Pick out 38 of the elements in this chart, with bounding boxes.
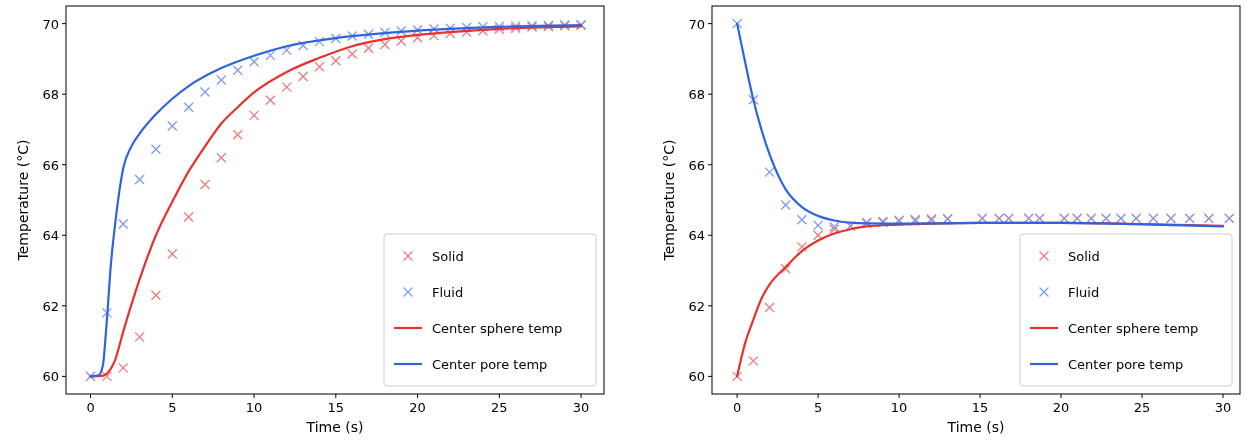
y-tick-label: 66 xyxy=(42,157,59,173)
y-axis-title: Temperature (°C) xyxy=(661,139,677,262)
legend-label: Solid xyxy=(1068,249,1100,264)
y-tick-label: 66 xyxy=(688,157,705,173)
x-tick-label: 25 xyxy=(491,400,508,415)
y-tick-label: 64 xyxy=(42,228,59,244)
legend-label: Solid xyxy=(432,249,464,264)
legend-label: Center sphere temp xyxy=(1068,321,1199,336)
legend-label: Center pore temp xyxy=(1068,357,1184,372)
x-tick-label: 0 xyxy=(732,400,742,415)
x-tick-label: 5 xyxy=(813,400,823,415)
y-tick-label: 68 xyxy=(688,87,705,103)
x-axis-title: Time (s) xyxy=(305,419,364,435)
x-axis-title: Time (s) xyxy=(946,419,1005,435)
y-tick-label: 62 xyxy=(688,298,705,314)
y-tick-label: 70 xyxy=(42,16,59,32)
y-tick-label: 68 xyxy=(42,87,59,103)
x-tick-label: 15 xyxy=(971,400,989,415)
legend-label: Center pore temp xyxy=(432,357,548,372)
x-tick-label: 10 xyxy=(245,400,263,415)
y-tick-label: 60 xyxy=(688,369,705,385)
legend-label: Center sphere temp xyxy=(432,321,563,336)
y-axis-title: Temperature (°C) xyxy=(15,139,31,262)
x-tick-label: 15 xyxy=(327,400,345,415)
x-tick-label: 0 xyxy=(86,400,95,415)
legend-label: Fluid xyxy=(432,285,464,300)
y-tick-label: 70 xyxy=(688,16,705,32)
y-tick-label: 60 xyxy=(42,369,59,385)
legend-label: Fluid xyxy=(1068,285,1100,300)
x-tick-label: 25 xyxy=(1133,400,1151,415)
y-tick-label: 64 xyxy=(688,228,705,244)
x-tick-label: 5 xyxy=(168,400,177,415)
y-tick-label: 62 xyxy=(42,298,59,314)
x-tick-label: 20 xyxy=(1052,400,1070,415)
x-tick-label: 20 xyxy=(409,400,426,415)
x-tick-label: 10 xyxy=(890,400,908,415)
x-tick-label: 30 xyxy=(572,400,590,415)
x-tick-label: 30 xyxy=(1214,400,1232,415)
